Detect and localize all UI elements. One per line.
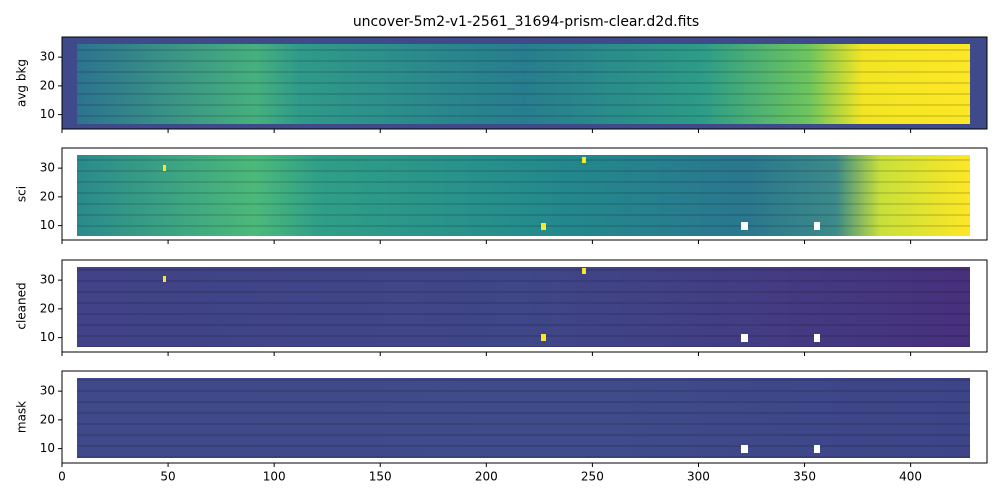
image-texture: [77, 44, 970, 124]
hot-pixel: [582, 268, 586, 274]
y-axis-label: sci: [15, 186, 29, 202]
axes-frame: [61, 259, 988, 353]
x-tick-label: 200: [475, 470, 498, 484]
x-tick-label: 350: [793, 470, 816, 484]
masked-pixel: [741, 445, 748, 453]
masked-pixel: [814, 334, 820, 342]
hot-pixel: [541, 334, 546, 341]
x-tick-label: 150: [369, 470, 392, 484]
y-tick-label: 30: [40, 161, 55, 175]
y-axis-label: cleaned: [15, 282, 29, 329]
y-tick-label: 10: [40, 441, 55, 455]
hot-pixel: [163, 165, 166, 171]
y-tick-label: 20: [40, 412, 55, 426]
y-tick-label: 20: [40, 301, 55, 315]
chart-title: uncover-5m2-v1-2561_31694-prism-clear.d2…: [353, 14, 699, 30]
x-tick-label: 300: [687, 470, 710, 484]
masked-pixel: [741, 334, 748, 342]
masked-pixel: [814, 445, 820, 453]
x-tick-label: 0: [58, 470, 66, 484]
hot-pixel: [582, 157, 586, 163]
axes-frame: [61, 36, 988, 130]
masked-pixel: [741, 222, 748, 230]
x-tick-label: 100: [263, 470, 286, 484]
y-axis-label: mask: [15, 401, 29, 433]
y-axis-label: avg bkg: [15, 59, 29, 107]
hot-pixel: [163, 276, 166, 282]
y-tick-label: 10: [40, 330, 55, 344]
y-tick-label: 20: [40, 78, 55, 92]
masked-pixel: [814, 222, 820, 230]
x-tick-label: 400: [899, 470, 922, 484]
hot-pixel: [541, 223, 546, 230]
image-texture: [77, 155, 970, 236]
x-tick-label: 50: [160, 470, 175, 484]
y-tick-label: 20: [40, 189, 55, 203]
image-texture: [77, 267, 970, 347]
y-tick-label: 30: [40, 50, 55, 64]
images: [62, 37, 987, 458]
image-texture: [77, 378, 970, 458]
y-tick-label: 10: [40, 107, 55, 121]
y-tick-label: 10: [40, 218, 55, 232]
axes-frame: [61, 147, 988, 241]
axes-frame: [61, 370, 988, 464]
y-tick-label: 30: [40, 384, 55, 398]
x-tick-label: 250: [581, 470, 604, 484]
y-tick-label: 30: [40, 273, 55, 287]
